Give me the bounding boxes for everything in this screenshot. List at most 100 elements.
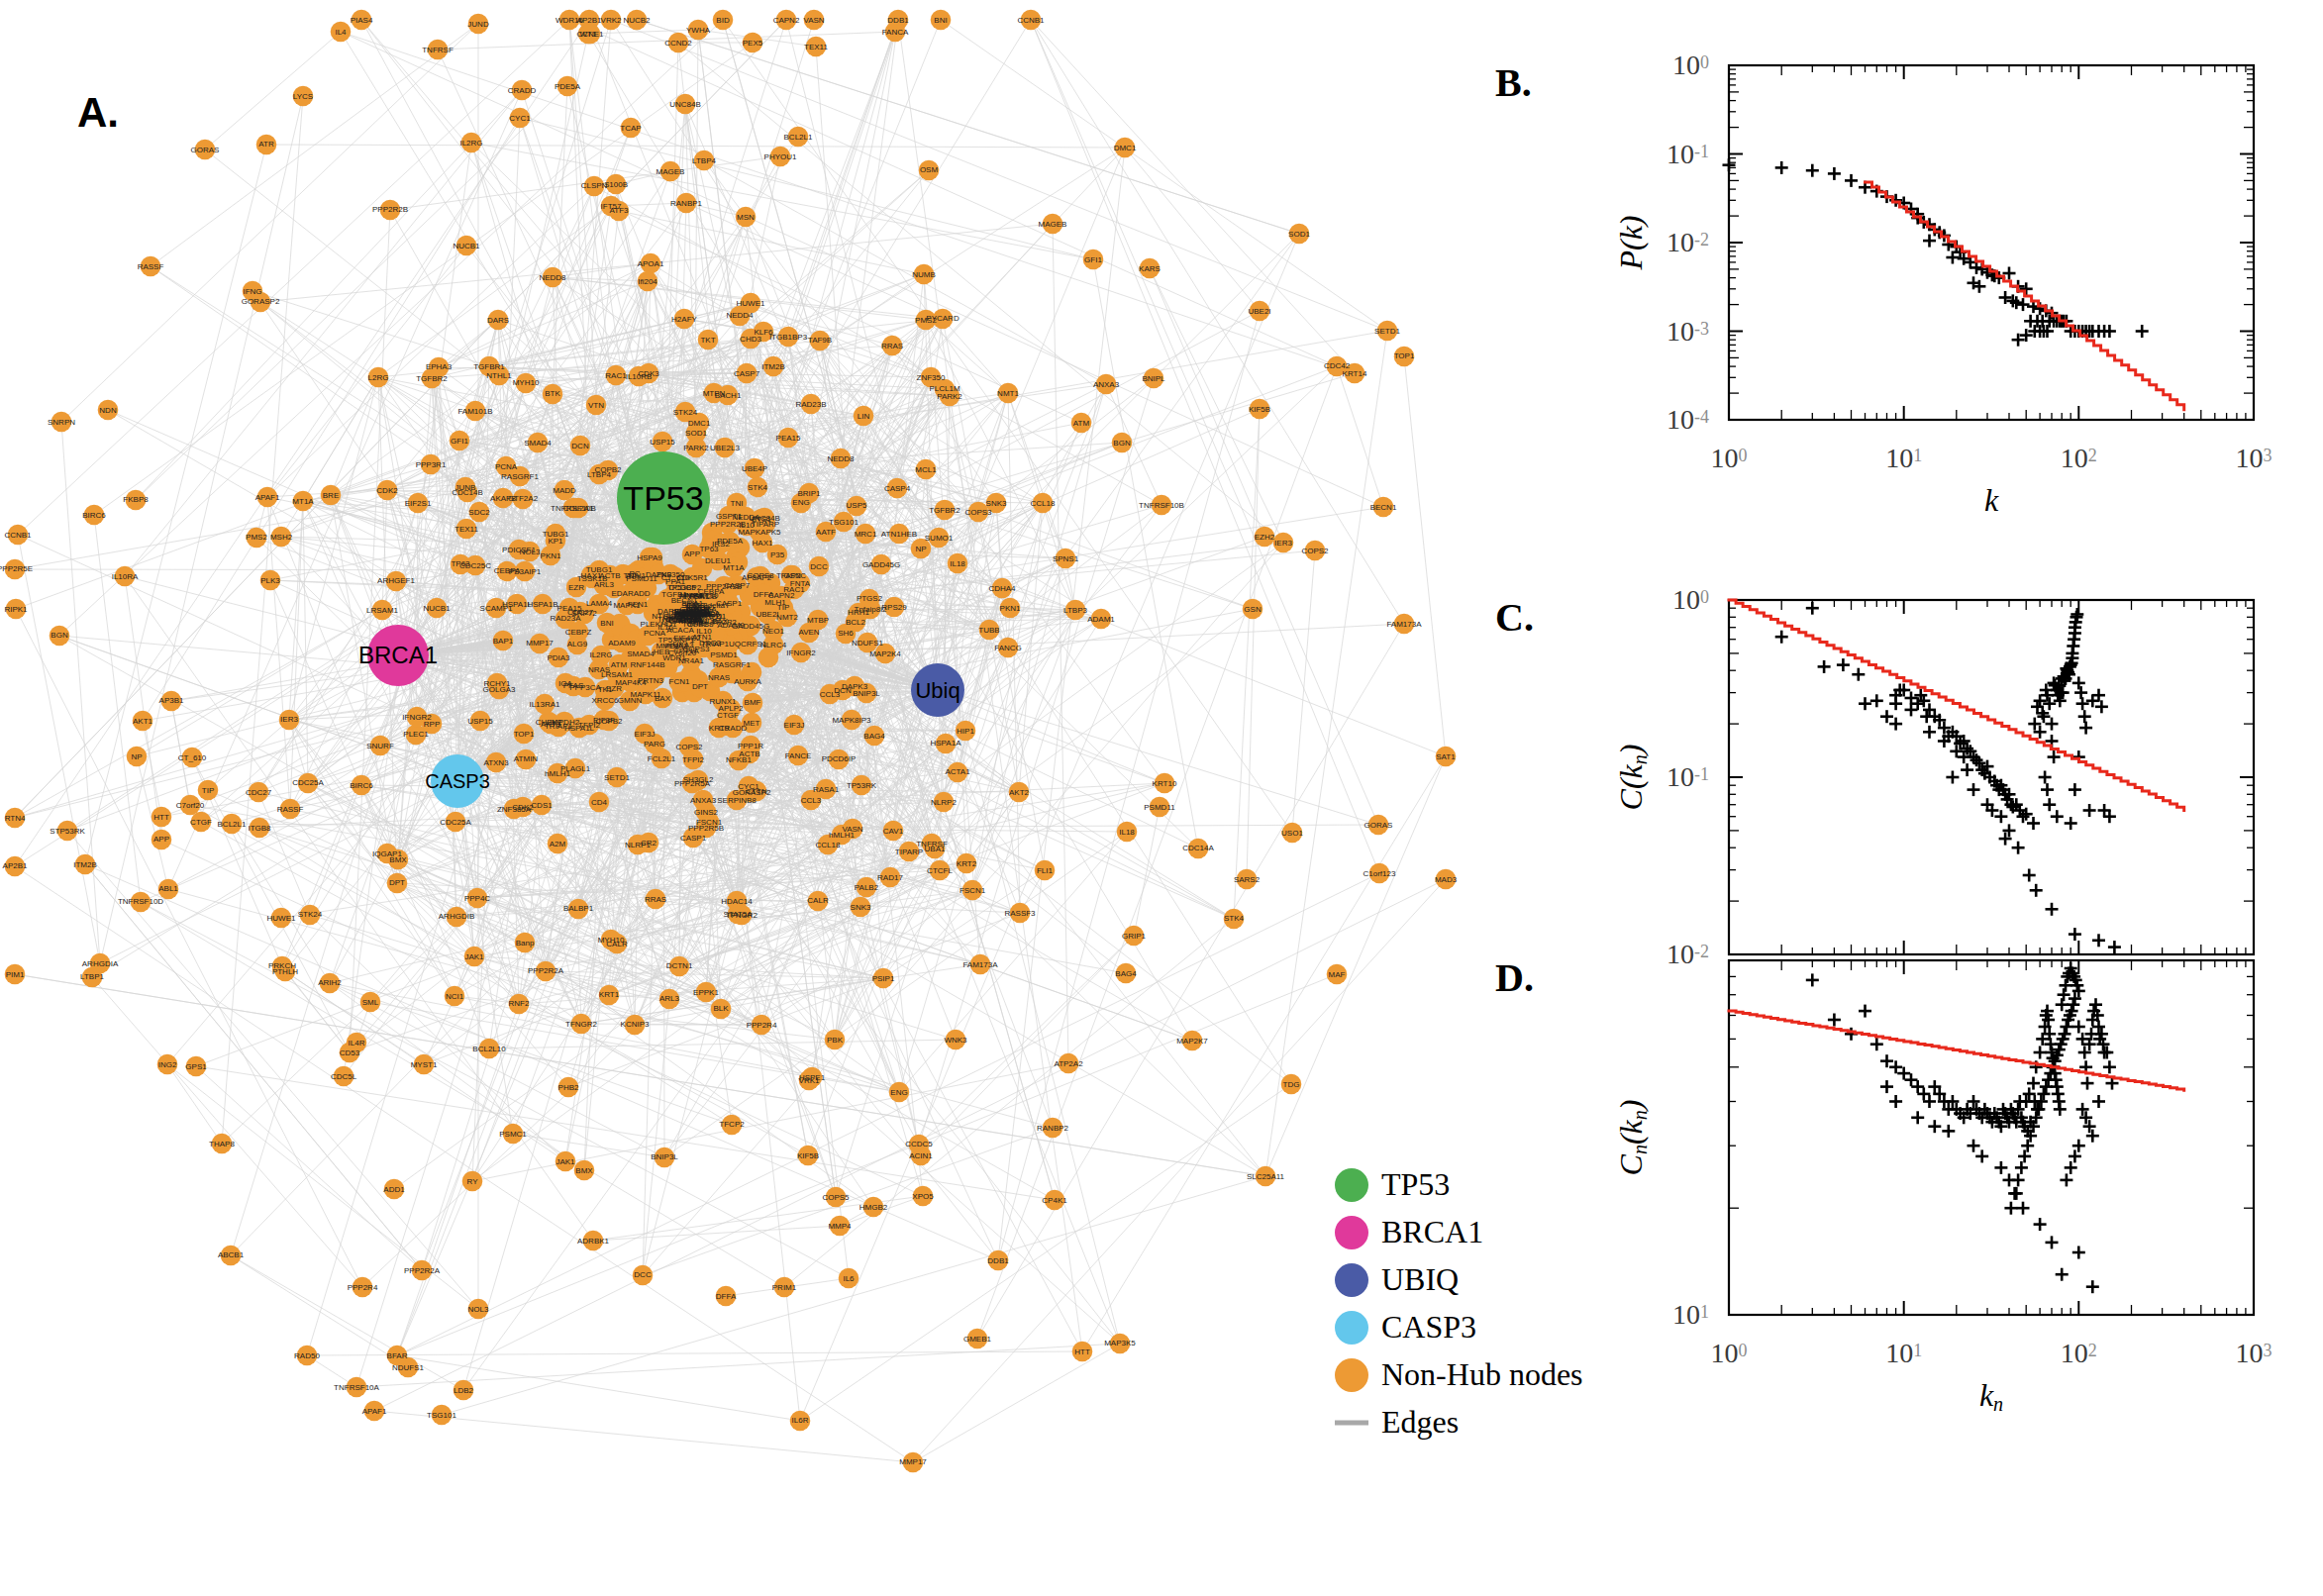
svg-text:TP53RK: TP53RK	[847, 781, 877, 790]
svg-text:NUCB1: NUCB1	[423, 604, 451, 613]
svg-text:SERPINB8: SERPINB8	[717, 796, 757, 805]
svg-text:BLK: BLK	[713, 1004, 729, 1013]
svg-text:MAP2K7: MAP2K7	[1176, 1037, 1208, 1046]
svg-text:BNI: BNI	[600, 619, 613, 628]
svg-text:DDB1: DDB1	[987, 1256, 1009, 1265]
svg-text:PIAS4: PIAS4	[351, 16, 373, 25]
svg-text:MSH2: MSH2	[270, 533, 293, 542]
svg-text:TNFRSF10B: TNFRSF10B	[1139, 501, 1184, 510]
svg-text:CDC25A: CDC25A	[440, 818, 471, 827]
svg-text:IL2RG: IL2RG	[589, 650, 612, 659]
svg-text:AURKA: AURKA	[734, 677, 761, 686]
svg-text:NDN: NDN	[99, 406, 117, 415]
svg-text:EIF2S1: EIF2S1	[405, 499, 432, 508]
svg-text:CYC1: CYC1	[738, 782, 759, 791]
svg-text:EPPK1: EPPK1	[693, 988, 719, 997]
svg-text:PKN1: PKN1	[1000, 604, 1021, 613]
svg-text:DCTN1: DCTN1	[666, 961, 693, 970]
svg-text:TFAP2C: TFAP2C	[776, 571, 806, 580]
svg-text:BRE: BRE	[323, 491, 339, 500]
svg-text:KRT1: KRT1	[599, 990, 620, 999]
svg-text:RNF144B: RNF144B	[630, 660, 664, 669]
svg-text:SMAD4: SMAD4	[524, 439, 552, 448]
svg-text:PHYOU1: PHYOU1	[764, 152, 797, 161]
svg-text:PDE5A: PDE5A	[555, 82, 581, 91]
svg-text:RANBP1: RANBP1	[670, 199, 703, 208]
svg-text:PDIA3: PDIA3	[547, 653, 570, 662]
svg-text:SNK3: SNK3	[851, 903, 871, 912]
svg-text:ANXA3: ANXA3	[1093, 380, 1120, 389]
svg-text:PLK3: PLK3	[260, 576, 280, 585]
svg-text:MYH10: MYH10	[513, 378, 540, 387]
svg-text:MSN: MSN	[737, 213, 755, 222]
svg-text:PPP4C: PPP4C	[464, 894, 490, 903]
svg-text:MAGEB: MAGEB	[1039, 220, 1067, 229]
svg-text:EIF3J: EIF3J	[635, 730, 656, 739]
svg-text:COPB2: COPB2	[595, 717, 623, 726]
svg-text:C.: C.	[1495, 595, 1534, 640]
svg-text:CASP3: CASP3	[425, 770, 490, 792]
svg-text:BTK: BTK	[545, 389, 560, 398]
svg-text:HSPE1: HSPE1	[799, 1073, 826, 1082]
svg-text:BNIP3L: BNIP3L	[651, 1152, 678, 1161]
svg-text:JAK1: JAK1	[464, 952, 484, 961]
svg-text:BAG4: BAG4	[1115, 969, 1137, 978]
svg-text:TGFBR1: TGFBR1	[473, 362, 505, 371]
svg-text:MMP17: MMP17	[899, 1457, 927, 1466]
svg-text:PALB2: PALB2	[855, 883, 879, 892]
svg-text:KCNIP3: KCNIP3	[621, 1020, 650, 1029]
svg-text:MTBP: MTBP	[807, 616, 829, 625]
svg-text:IER3: IER3	[280, 715, 298, 724]
svg-text:SOD1: SOD1	[685, 429, 707, 438]
svg-text:SH3GL2: SH3GL2	[683, 775, 714, 784]
svg-text:CCL18: CCL18	[816, 841, 841, 849]
svg-text:MAP3K5: MAP3K5	[1104, 1339, 1136, 1347]
svg-text:HSPA1B: HSPA1B	[528, 600, 558, 609]
svg-text:GOLGA3: GOLGA3	[483, 685, 516, 694]
svg-text:TFNGR2: TFNGR2	[565, 1020, 598, 1029]
svg-text:STK24: STK24	[673, 408, 698, 417]
svg-text:PPP2R2A: PPP2R2A	[404, 1266, 441, 1275]
svg-text:B.: B.	[1495, 60, 1532, 105]
svg-text:PRKCH: PRKCH	[268, 961, 296, 970]
svg-text:PRIM1: PRIM1	[772, 1283, 797, 1292]
svg-text:TNFRSF10D: TNFRSF10D	[118, 897, 163, 906]
svg-text:TAF9B: TAF9B	[808, 336, 832, 345]
svg-text:CTGF: CTGF	[190, 818, 212, 827]
svg-text:TFPI2: TFPI2	[682, 755, 704, 764]
svg-text:NP: NP	[915, 545, 926, 553]
svg-text:TUBB: TUBB	[978, 626, 999, 635]
svg-text:D.: D.	[1495, 955, 1534, 1000]
svg-text:HSPA1A: HSPA1A	[931, 739, 962, 748]
svg-text:GSN: GSN	[1244, 605, 1262, 614]
svg-text:H2AFY: H2AFY	[671, 315, 697, 324]
svg-text:CCNB1: CCNB1	[4, 531, 32, 540]
svg-text:CASP4: CASP4	[884, 484, 911, 493]
svg-text:BAP1: BAP1	[493, 637, 514, 646]
svg-text:MAF: MAF	[1329, 970, 1346, 979]
svg-text:NOL3: NOL3	[468, 1305, 489, 1314]
svg-text:RUNX1: RUNX1	[709, 697, 737, 706]
svg-text:HUWE1: HUWE1	[737, 299, 765, 308]
svg-text:DPT: DPT	[389, 878, 405, 887]
svg-text:JAK1: JAK1	[556, 1157, 575, 1166]
svg-text:CTCFL: CTCFL	[927, 866, 953, 875]
svg-text:C(kn): C(kn)	[1613, 745, 1651, 811]
svg-text:k: k	[1984, 482, 1999, 518]
svg-text:HAX1: HAX1	[753, 539, 773, 548]
svg-text:SARS2: SARS2	[1234, 875, 1261, 884]
svg-text:APAF1: APAF1	[255, 493, 280, 502]
svg-text:NRAS: NRAS	[708, 673, 730, 682]
svg-text:CCNB1: CCNB1	[1017, 16, 1045, 25]
svg-text:ARIH2: ARIH2	[318, 978, 342, 987]
svg-text:TSG101: TSG101	[829, 518, 858, 527]
svg-text:TSG101: TSG101	[427, 1411, 456, 1420]
svg-text:AP3B1: AP3B1	[159, 696, 184, 705]
svg-text:UBE2I: UBE2I	[756, 610, 778, 619]
svg-text:RTN4: RTN4	[5, 814, 26, 823]
svg-text:GFI1: GFI1	[1084, 255, 1102, 264]
svg-text:KARS: KARS	[1139, 264, 1161, 273]
svg-text:MYST1: MYST1	[411, 1060, 438, 1069]
svg-text:HMGB2: HMGB2	[859, 1203, 888, 1212]
svg-text:KRT9: KRT9	[709, 724, 730, 733]
